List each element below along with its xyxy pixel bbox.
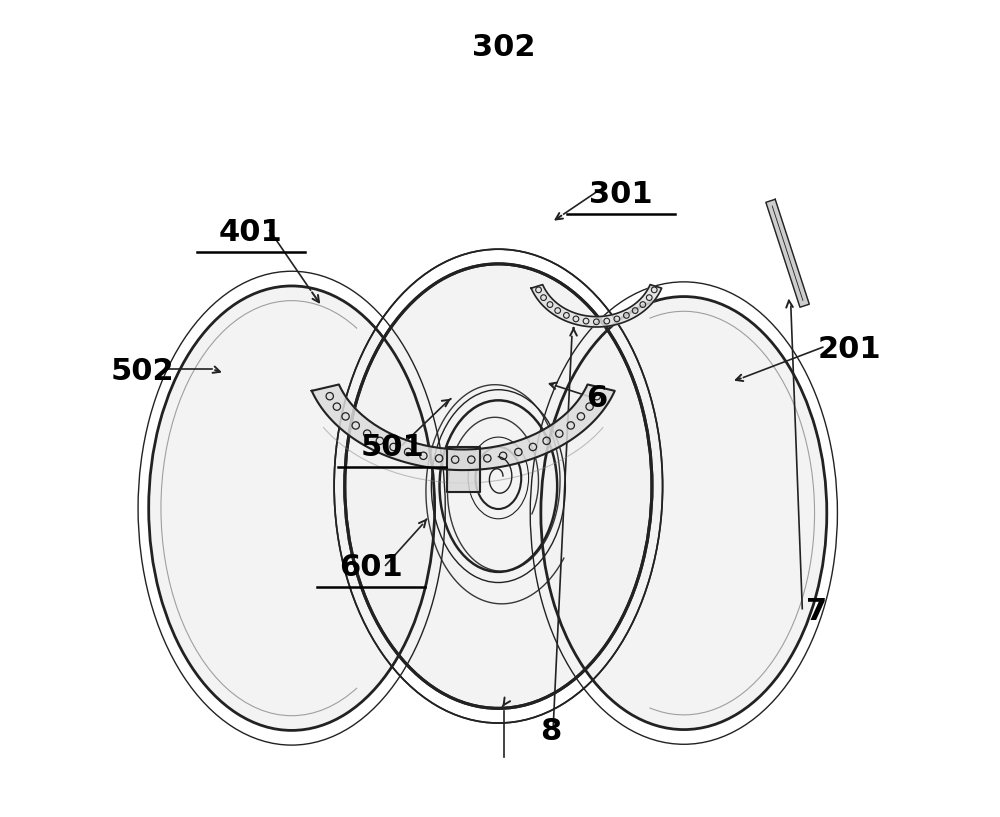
Polygon shape (447, 447, 480, 492)
Ellipse shape (345, 264, 652, 708)
Text: 502: 502 (110, 357, 174, 386)
Text: 8: 8 (540, 717, 561, 746)
Ellipse shape (541, 297, 827, 730)
Text: 201: 201 (818, 335, 881, 364)
Text: 401: 401 (219, 218, 283, 248)
Text: 301: 301 (589, 180, 653, 209)
Polygon shape (766, 199, 809, 307)
Text: 7: 7 (806, 596, 828, 626)
Text: 601: 601 (339, 553, 403, 583)
Text: 501: 501 (360, 433, 424, 462)
Polygon shape (531, 284, 662, 327)
Ellipse shape (149, 286, 435, 730)
Text: 6: 6 (586, 384, 607, 413)
Text: 302: 302 (472, 33, 536, 62)
Polygon shape (312, 385, 615, 470)
